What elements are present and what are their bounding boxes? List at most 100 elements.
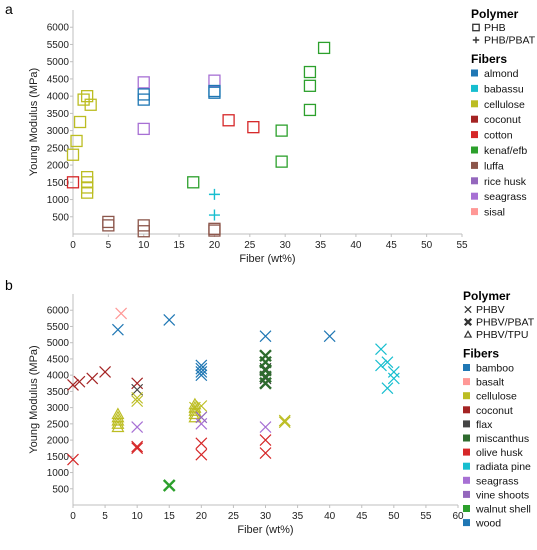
legend-fiber-item: miscanthus bbox=[476, 433, 529, 445]
x-tick-label: 20 bbox=[209, 240, 221, 251]
data-point bbox=[102, 219, 115, 232]
legend-fiber-item: babassu bbox=[484, 83, 524, 95]
data-point bbox=[80, 186, 94, 199]
x-axis-label: Fiber (wt%) bbox=[239, 253, 295, 265]
data-point bbox=[195, 417, 208, 430]
y-axis-label: Young Modulus (MPa) bbox=[28, 68, 40, 176]
y-tick-label: 1000 bbox=[47, 468, 70, 479]
data-point bbox=[208, 209, 220, 221]
legend-fiber-item: cellulose bbox=[476, 391, 517, 403]
legend-swatch bbox=[471, 161, 478, 169]
data-point bbox=[195, 365, 208, 378]
legend-fiber-item: kenaf/efb bbox=[484, 145, 527, 157]
legend-swatch bbox=[463, 378, 470, 386]
legend-fiber-item: wood bbox=[475, 518, 501, 530]
panel-a: a 0 5 10 15 20 25 30 35 40 45 50 55 500 1000 1500 2000 25… bbox=[5, 1, 536, 265]
data-point bbox=[187, 176, 200, 189]
x-tick-label: 15 bbox=[174, 240, 186, 251]
data-point bbox=[247, 121, 260, 134]
data-point bbox=[66, 176, 80, 189]
legend-fiber-item: radiata pine bbox=[476, 461, 531, 473]
data-point bbox=[67, 453, 79, 466]
x-tick-label: 45 bbox=[386, 240, 398, 251]
legend-swatch bbox=[463, 434, 470, 442]
data-point bbox=[70, 134, 83, 148]
data-point bbox=[387, 372, 400, 385]
y-tick-label: 1500 bbox=[47, 178, 70, 189]
legend-swatch bbox=[463, 505, 470, 512]
y-tick-label: 2500 bbox=[47, 143, 70, 154]
legend-swatch bbox=[463, 420, 470, 428]
legend-marker bbox=[472, 23, 480, 32]
x-tick-label: 20 bbox=[196, 511, 208, 522]
panel-b: b 0 5 10 15 20 25 30 35 40 45 50 55 60 500 1000 1500 2000… bbox=[5, 277, 535, 536]
data-point bbox=[188, 410, 202, 423]
data-point bbox=[80, 90, 94, 103]
data-point bbox=[195, 437, 208, 450]
data-point bbox=[73, 375, 86, 388]
legend-fiber-item: flax bbox=[476, 419, 493, 431]
legend-swatch bbox=[471, 192, 478, 200]
x-tick-label: 25 bbox=[228, 511, 240, 522]
legend-swatch bbox=[463, 392, 470, 400]
x-tick-label: 15 bbox=[164, 511, 176, 522]
legend-swatch bbox=[463, 490, 470, 498]
y-tick-label: 500 bbox=[52, 212, 69, 223]
legend-polymer-item: PHBV/PBAT bbox=[476, 317, 535, 329]
y-tick-label: 3000 bbox=[47, 126, 70, 137]
legend-swatch bbox=[463, 476, 470, 484]
y-tick-label: 5000 bbox=[47, 57, 70, 68]
x-tick-label: 35 bbox=[292, 511, 304, 522]
x-tick-label: 5 bbox=[106, 240, 112, 251]
data-point bbox=[381, 356, 394, 369]
panel-label: b bbox=[5, 277, 13, 293]
x-tick-label: 40 bbox=[324, 511, 336, 522]
data-point bbox=[137, 225, 150, 238]
data-point bbox=[131, 421, 144, 434]
x-tick-label: 0 bbox=[70, 240, 76, 251]
legend-fiber-item: luffa bbox=[484, 160, 504, 172]
y-tick-label: 3500 bbox=[47, 387, 70, 398]
legend-swatch bbox=[471, 208, 478, 216]
y-tick-label: 6000 bbox=[47, 23, 70, 34]
y-tick-label: 2000 bbox=[47, 161, 70, 172]
legend-fiber-item: vine shoots bbox=[476, 489, 529, 501]
data-point bbox=[195, 411, 208, 424]
y-tick-label: 5000 bbox=[47, 338, 70, 349]
data-point bbox=[137, 93, 150, 106]
data-point bbox=[131, 395, 144, 408]
legend-fibers-title: Fibers bbox=[463, 347, 499, 361]
legend-fibers-title: Fibers bbox=[471, 52, 507, 66]
data-point bbox=[111, 410, 125, 423]
data-point bbox=[259, 330, 272, 343]
data-point bbox=[303, 103, 317, 117]
legend-marker bbox=[463, 330, 473, 338]
data-point bbox=[67, 378, 79, 391]
data-point bbox=[259, 447, 272, 459]
x-tick-label: 0 bbox=[70, 511, 76, 522]
x-tick-label: 25 bbox=[244, 240, 256, 251]
legend-swatch bbox=[463, 519, 470, 527]
x-tick-label: 50 bbox=[388, 511, 400, 522]
legend-swatch bbox=[471, 146, 478, 154]
legend-swatch bbox=[471, 177, 478, 185]
legend-swatch bbox=[463, 406, 470, 414]
legend-swatch bbox=[463, 462, 470, 470]
y-tick-label: 2500 bbox=[47, 419, 70, 430]
data-point bbox=[208, 74, 221, 87]
x-tick-label: 10 bbox=[132, 511, 144, 522]
legend-fiber-item: olive husk bbox=[476, 447, 523, 459]
data-point bbox=[375, 359, 387, 372]
x-tick-label: 35 bbox=[315, 240, 327, 251]
data-point bbox=[111, 417, 125, 429]
data-point bbox=[111, 420, 125, 433]
data-point bbox=[208, 188, 220, 200]
data-point bbox=[131, 442, 144, 455]
data-point bbox=[381, 382, 394, 395]
legend-marker bbox=[464, 305, 472, 314]
y-tick-label: 4500 bbox=[47, 74, 70, 85]
x-tick-label: 30 bbox=[280, 240, 292, 251]
data-point bbox=[323, 330, 336, 343]
data-point bbox=[137, 76, 150, 89]
